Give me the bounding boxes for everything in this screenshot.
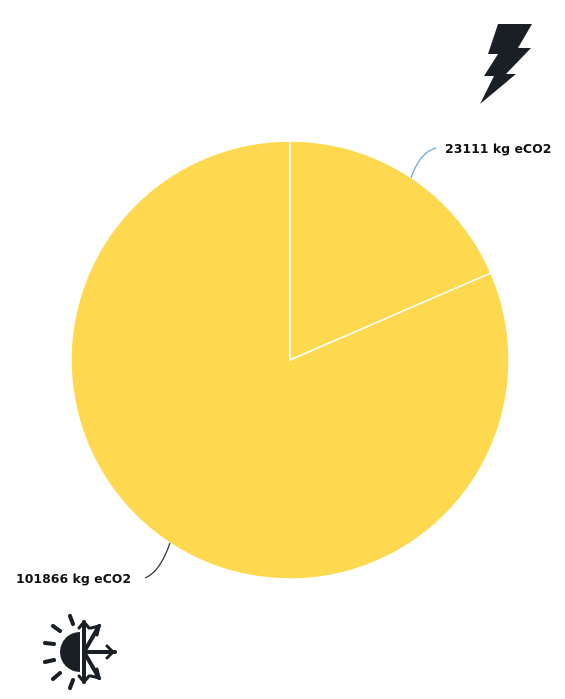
sun-snowflake-icon: [43, 614, 117, 690]
leader-line-101866: [144, 542, 171, 579]
pie-slice-23111: [289, 140, 492, 362]
lightning-bolt-icon: [480, 24, 532, 104]
slice-label-101866: 101866 kg eCO2: [16, 571, 131, 586]
leader-line-23111: [410, 147, 437, 179]
slice-label-23111: 23111 kg eCO2: [445, 141, 551, 156]
slice-labels: 23111 kg eCO2 101866 kg eCO2: [16, 141, 551, 586]
pie-slices: [70, 140, 510, 580]
